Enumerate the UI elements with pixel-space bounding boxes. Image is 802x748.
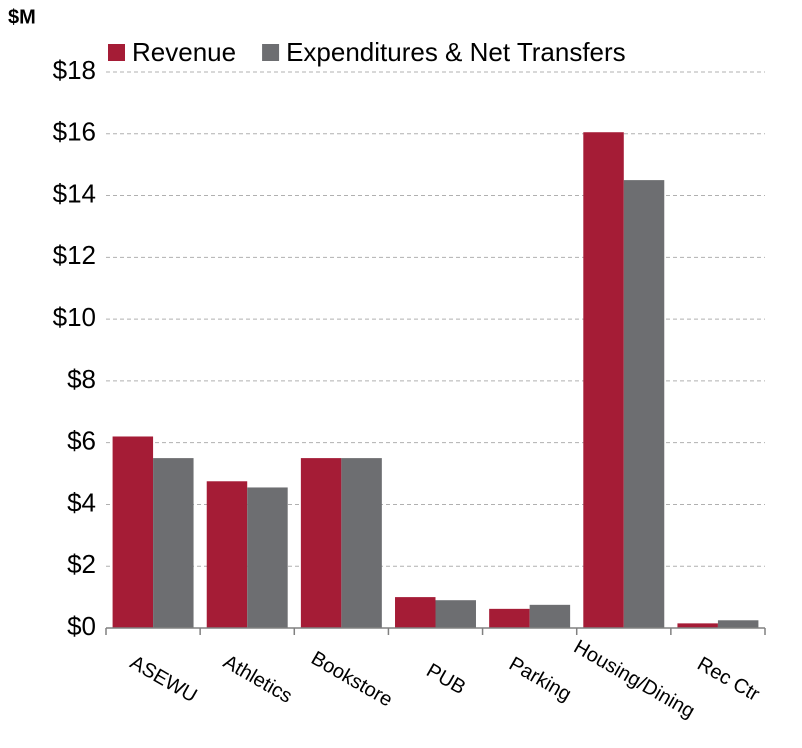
x-tick-label: Bookstore — [307, 647, 396, 711]
y-tick-label: $0 — [67, 611, 96, 641]
x-tick-label: Parking — [505, 653, 575, 706]
bar — [300, 458, 342, 628]
bar — [341, 458, 382, 628]
bar — [529, 604, 571, 628]
legend-swatch — [262, 44, 280, 61]
bar — [395, 597, 436, 628]
x-tick-label: Housing/Dining — [570, 636, 698, 723]
bar — [677, 623, 718, 628]
y-tick-label: $4 — [67, 487, 96, 517]
bar — [717, 620, 759, 628]
legend-swatch — [108, 44, 125, 61]
x-tick-label: Athletics — [219, 651, 295, 708]
x-tick-label: Rec Ctr — [693, 653, 763, 706]
bar — [247, 487, 288, 628]
bar — [206, 481, 248, 628]
y-tick-label: $16 — [53, 117, 96, 147]
legend-label: Revenue — [132, 37, 236, 67]
y-tick-label: $12 — [53, 240, 96, 270]
bar — [623, 180, 665, 628]
y-axis-label: $M — [8, 6, 36, 28]
bar — [435, 600, 476, 628]
bar — [583, 132, 624, 628]
y-tick-label: $18 — [53, 55, 96, 85]
y-tick-label: $6 — [67, 426, 96, 456]
y-tick-label: $2 — [67, 549, 96, 579]
bar — [112, 436, 154, 628]
y-tick-label: $8 — [67, 364, 96, 394]
x-tick-label: ASEWU — [126, 652, 201, 708]
legend-label: Expenditures & Net Transfers — [286, 37, 626, 67]
bar — [489, 608, 530, 628]
y-tick-label: $14 — [53, 178, 96, 208]
bar — [153, 458, 194, 628]
x-tick-label: PUB — [423, 660, 470, 700]
y-tick-label: $10 — [53, 302, 96, 332]
